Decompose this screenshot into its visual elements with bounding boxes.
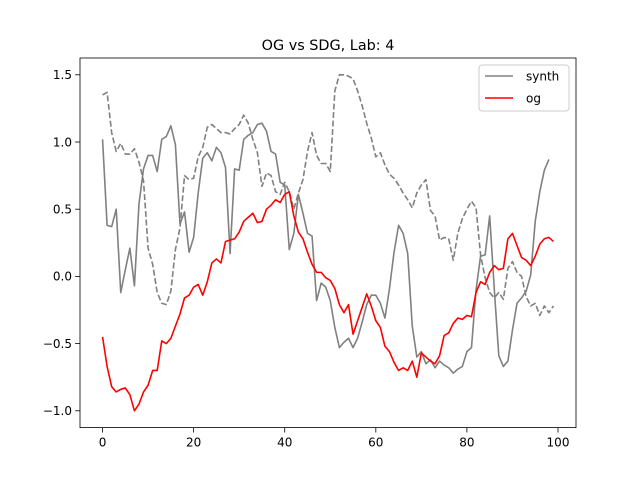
x-tick-label: 0 xyxy=(99,436,107,450)
legend-label-synth: synth xyxy=(526,70,559,84)
x-tick-label: 40 xyxy=(277,436,292,450)
y-tick-label: −1.0 xyxy=(43,404,72,418)
series-line-og xyxy=(101,190,554,412)
y-axis: −1.0 −0.5 0.0 0.5 1.0 1.5 xyxy=(43,68,80,418)
y-tick-label: 0.0 xyxy=(53,270,72,284)
y-tick-label: −0.5 xyxy=(43,337,72,351)
series-line-dashed-1 xyxy=(102,74,555,317)
series-layer xyxy=(101,74,555,412)
y-tick-label: 1.0 xyxy=(53,135,72,149)
x-tick-label: 20 xyxy=(186,436,201,450)
x-tick-label: 100 xyxy=(547,436,570,450)
axes-frame xyxy=(79,57,577,429)
x-axis: 0 20 40 60 80 100 xyxy=(99,427,570,450)
y-tick-label: 0.5 xyxy=(53,203,72,217)
y-tick-label: 1.5 xyxy=(53,68,72,82)
series-line-synth xyxy=(101,122,550,374)
legend: synth og xyxy=(478,64,570,112)
chart-title: OG vs SDG, Lab: 4 xyxy=(262,38,395,54)
x-tick-label: 60 xyxy=(368,436,383,450)
x-tick-label: 80 xyxy=(459,436,474,450)
legend-label-og: og xyxy=(526,92,541,106)
